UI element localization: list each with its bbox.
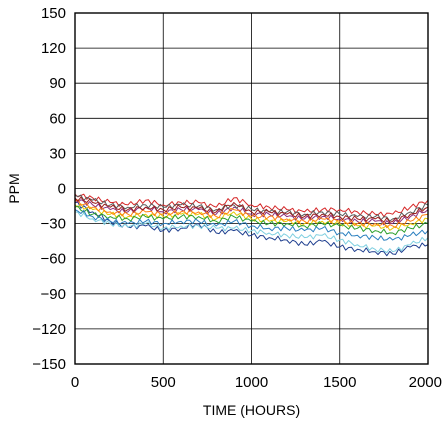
y-tick-label: −60 — [41, 251, 66, 268]
x-tick-label: 0 — [71, 374, 79, 391]
grid-lines — [74, 12, 429, 365]
series-line — [74, 209, 429, 241]
x-tick-labels: 0 500 1000 1500 2000 — [71, 374, 442, 391]
x-tick-label: 1500 — [323, 374, 356, 391]
series-line — [74, 196, 429, 223]
series-line — [74, 205, 429, 236]
y-tick-label: 0 — [58, 181, 66, 198]
series-lines — [74, 193, 429, 257]
y-tick-label: 30 — [49, 145, 66, 162]
y-tick-label: −90 — [41, 286, 66, 303]
y-tick-label: 150 — [41, 5, 66, 22]
y-tick-label: −150 — [32, 356, 66, 373]
series-line — [74, 193, 429, 218]
y-tick-label: 90 — [49, 75, 66, 92]
x-tick-label: 1000 — [235, 374, 268, 391]
y-tick-label: 60 — [49, 110, 66, 127]
plot-frame — [74, 12, 429, 365]
y-axis-label: PPM — [6, 173, 22, 203]
y-tick-labels: 150 120 90 60 30 0 −30 −60 −90 −120 −150 — [32, 5, 66, 373]
y-tick-label: −30 — [41, 216, 66, 233]
series-line — [74, 211, 429, 254]
x-tick-label: 2000 — [409, 374, 442, 391]
series-line — [74, 198, 429, 226]
x-axis-label: TIME (HOURS) — [203, 402, 300, 418]
series-line — [74, 194, 429, 222]
x-tick-label: 500 — [151, 374, 176, 391]
y-tick-label: 120 — [41, 40, 66, 57]
y-tick-label: −120 — [32, 321, 66, 338]
